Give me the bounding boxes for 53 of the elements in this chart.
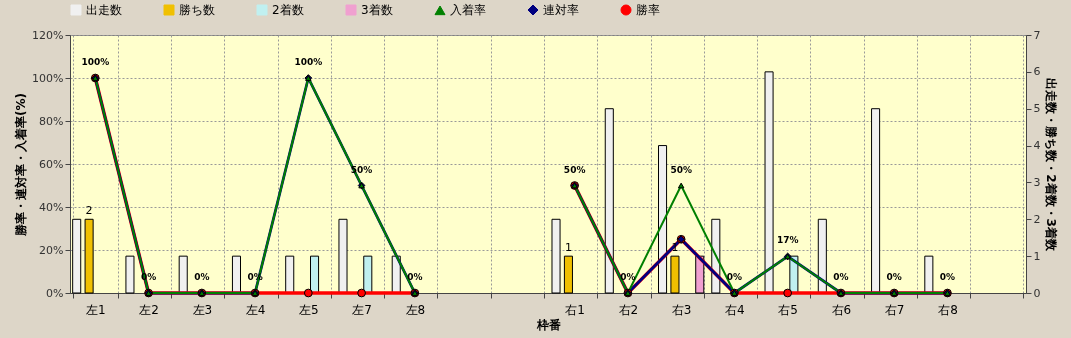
data-label: 50% xyxy=(670,164,692,175)
legend-label: 連対率 xyxy=(543,3,579,17)
data-label: 100% xyxy=(294,57,323,67)
x-tick-label: 右6 xyxy=(831,302,852,317)
y-tick-label: 40% xyxy=(39,200,64,214)
y2-tick-label: 6 xyxy=(1033,65,1041,79)
data-label: 17% xyxy=(776,235,799,246)
y-axis-title: 勝率・連対率・入着率(%) xyxy=(14,93,29,237)
legend-label: 3着数 xyxy=(361,3,393,17)
x-tick-label: 左1 xyxy=(85,302,106,317)
data-label: 0% xyxy=(833,272,849,282)
y2-tick-label: 2 xyxy=(1033,212,1041,226)
y2-tick-label: 5 xyxy=(1033,102,1041,116)
legend-label: 勝ち数 xyxy=(179,3,215,17)
legend-label: 勝率 xyxy=(636,3,660,17)
x-tick-label: 右3 xyxy=(671,302,692,317)
x-tick-label: 右8 xyxy=(938,302,958,317)
x-tick-label: 左5 xyxy=(299,302,319,317)
y2-tick-label: 4 xyxy=(1033,139,1041,153)
legend-label: 入着率 xyxy=(450,3,486,18)
x-tick-label: 右5 xyxy=(778,302,798,317)
x-tick-label: 左7 xyxy=(352,302,372,317)
legend-label: 出走数 xyxy=(86,3,122,17)
x-tick-label: 右1 xyxy=(565,302,585,317)
y-tick-label: 120% xyxy=(32,28,64,42)
data-label: 0% xyxy=(194,272,210,282)
data-label: 0% xyxy=(939,272,956,282)
legend-label: 2着数 xyxy=(272,3,304,17)
x-tick-label: 右4 xyxy=(725,302,745,317)
data-label: 0% xyxy=(886,272,902,282)
y2-axis-title: 出走数・勝ち数・2着数・3着数 xyxy=(1044,78,1059,252)
data-label: 0% xyxy=(726,272,743,282)
y-tick-label: 0% xyxy=(46,286,64,300)
data-label: 1 xyxy=(671,241,679,255)
x-tick-label: 右2 xyxy=(618,302,639,317)
y-tick-label: 60% xyxy=(39,157,64,171)
x-axis-title: 枠番 xyxy=(535,317,561,332)
y2-tick-label: 1 xyxy=(1033,249,1041,263)
y2-tick-label: 0 xyxy=(1033,286,1041,300)
x-tick-label: 右7 xyxy=(884,302,905,317)
x-tick-label: 左3 xyxy=(192,302,213,317)
x-tick-label: 左8 xyxy=(405,302,426,317)
data-label: 50% xyxy=(563,164,586,175)
x-tick-label: 左4 xyxy=(245,302,266,317)
y-tick-label: 20% xyxy=(39,243,64,257)
data-label: 1 xyxy=(564,241,572,255)
y-tick-label: 80% xyxy=(39,114,64,128)
data-label: 2 xyxy=(85,204,93,218)
data-label: 100% xyxy=(81,57,110,67)
y-tick-label: 100% xyxy=(32,71,64,85)
y2-tick-label: 3 xyxy=(1033,175,1041,189)
x-tick-label: 左2 xyxy=(139,302,159,317)
y2-tick-label: 7 xyxy=(1033,28,1041,42)
